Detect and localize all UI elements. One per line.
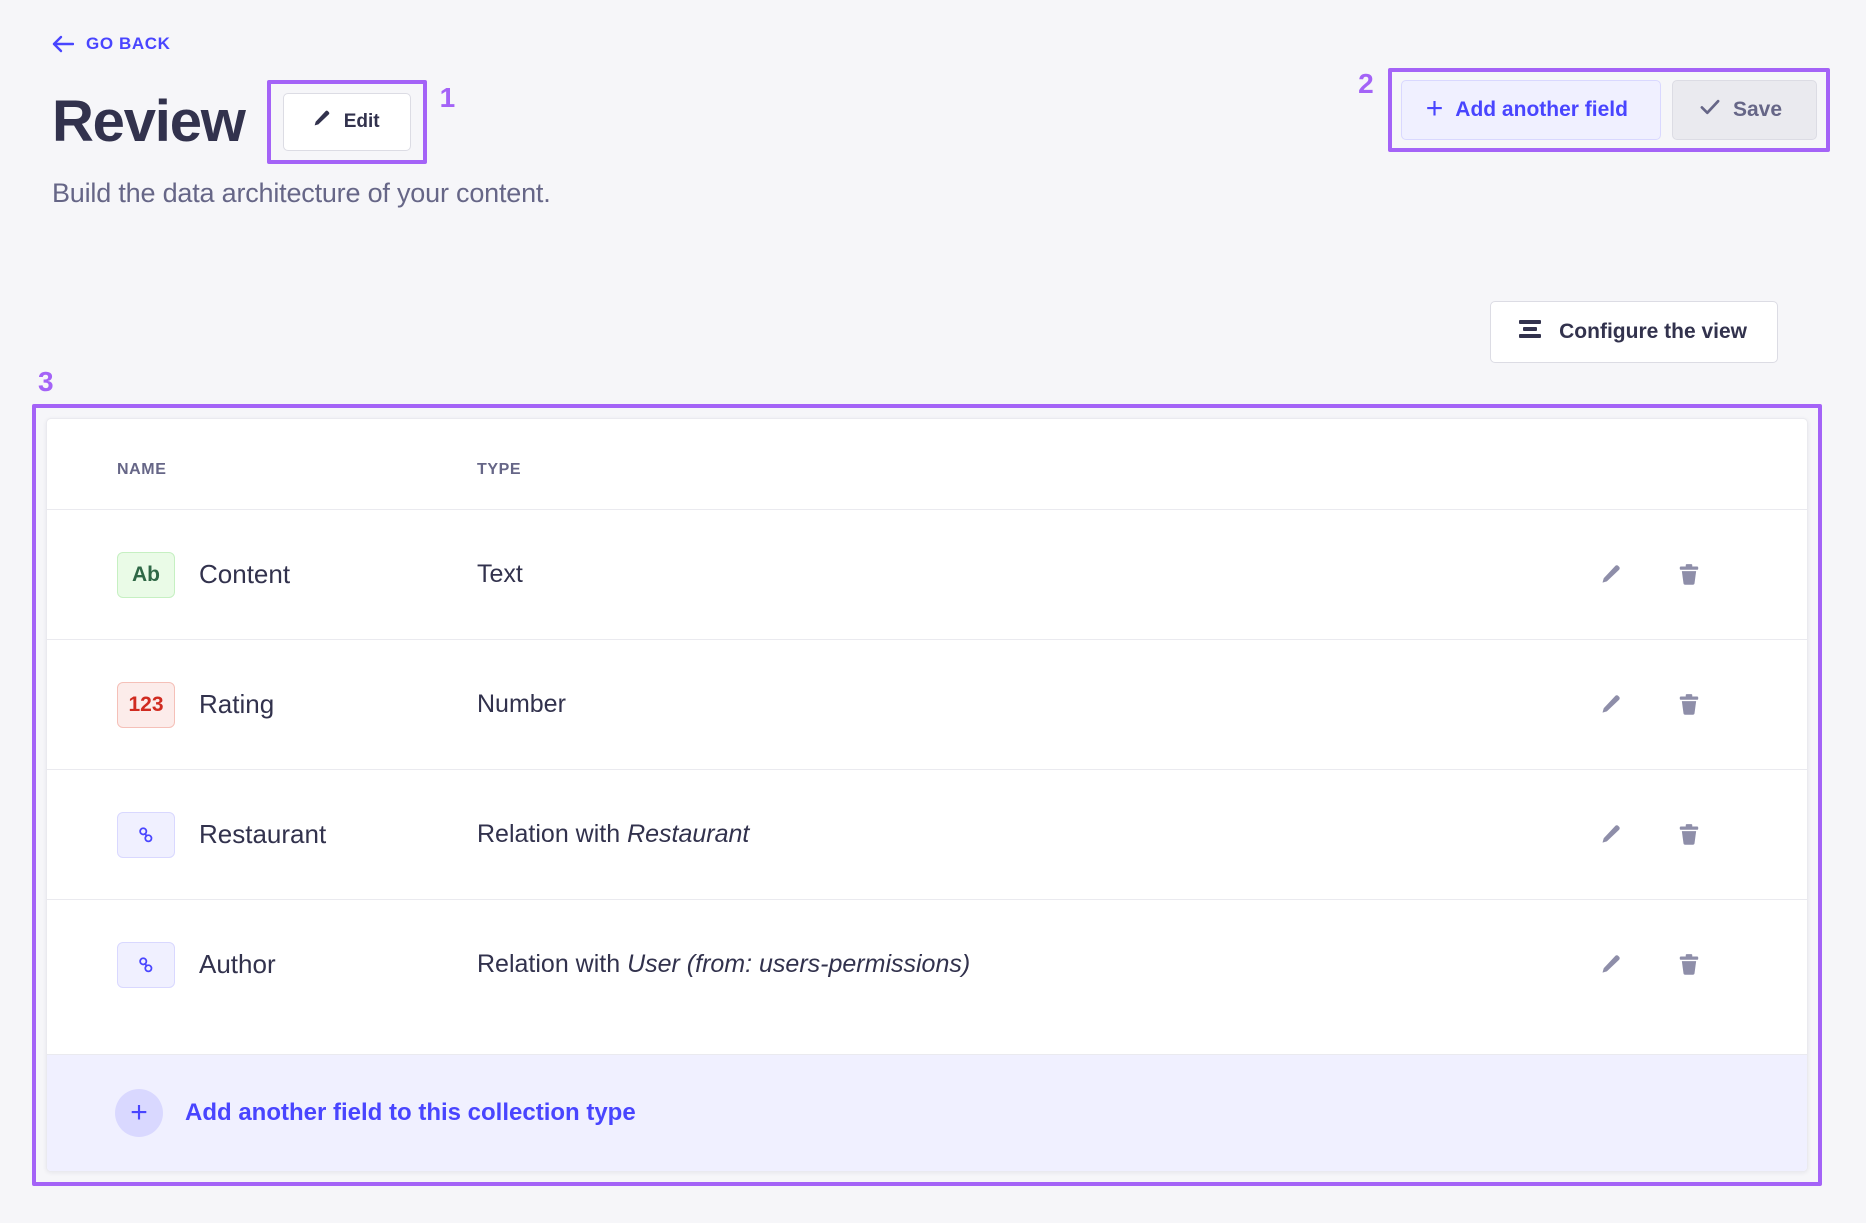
row-type-cell: Text <box>477 510 1142 640</box>
link-badge-icon <box>117 811 175 858</box>
annotation-number-1: 1 <box>439 82 456 113</box>
save-button-label: Save <box>1732 98 1782 121</box>
field-type: Text <box>477 560 523 588</box>
table-row[interactable]: Ab Content Text <box>47 510 1807 640</box>
table-row[interactable]: Author Relation with User (from: users-p… <box>47 900 1807 1030</box>
annotation-number-2: 2 <box>1358 68 1374 99</box>
layout-list-icon <box>1517 318 1543 346</box>
edit-button[interactable]: Edit <box>282 93 411 151</box>
configure-the-view-button[interactable]: Configure the view <box>1490 301 1778 363</box>
fields-table-body: Ab Content Text <box>47 510 1807 1030</box>
plus-circle-icon: + <box>115 1089 163 1137</box>
annotation-box-1: Edit <box>266 80 427 164</box>
column-header-type: TYPE <box>477 461 522 478</box>
field-name: Rating <box>199 689 275 719</box>
delete-field-icon[interactable] <box>1667 683 1711 727</box>
configure-the-view-label: Configure the view <box>1559 320 1747 343</box>
field-type: Relation with <box>477 950 628 979</box>
configure-view-row: Configure the view <box>44 301 1822 363</box>
delete-field-icon[interactable] <box>1667 943 1711 987</box>
delete-field-icon[interactable] <box>1667 553 1711 597</box>
go-back-link[interactable]: GO BACK <box>52 34 170 54</box>
link-badge-icon <box>117 941 175 988</box>
fields-card: NAME TYPE Ab Content Text <box>46 418 1808 1172</box>
edit-field-icon[interactable] <box>1588 553 1632 597</box>
table-row[interactable]: Restaurant Relation with Restaurant <box>47 770 1807 900</box>
fields-table: NAME TYPE Ab Content Text <box>47 419 1807 1030</box>
add-another-field-button[interactable]: + Add another field <box>1400 80 1661 140</box>
header-actions: 2 + Add another field Save <box>1358 68 1830 152</box>
arrow-left-icon <box>52 35 74 53</box>
annotation-number-3: 3 <box>38 366 54 397</box>
check-icon <box>1699 98 1721 122</box>
delete-field-icon[interactable] <box>1667 813 1711 857</box>
field-type-target: Restaurant <box>627 820 750 848</box>
column-header-name: NAME <box>117 461 167 478</box>
field-type: Number <box>477 690 566 718</box>
annotation-box-3: NAME TYPE Ab Content Text <box>32 404 1822 1186</box>
row-actions-cell <box>1142 900 1807 1030</box>
add-another-field-label: Add another field <box>1455 98 1628 121</box>
page-root: GO BACK Review Edit 1 Build the data arc… <box>0 0 1866 363</box>
field-name: Content <box>199 559 291 589</box>
title-row: Review Edit 1 <box>52 80 1822 164</box>
number-badge-icon: 123 <box>117 681 175 728</box>
row-actions-cell <box>1142 640 1807 770</box>
row-type-cell: Relation with Restaurant <box>477 770 1142 900</box>
pencil-icon <box>310 108 332 136</box>
field-name: Author <box>199 949 276 980</box>
page-subtitle: Build the data architecture of your cont… <box>52 178 551 208</box>
row-name-cell: Ab Content <box>47 510 477 640</box>
page-title: Review <box>52 89 246 154</box>
edit-field-icon[interactable] <box>1588 683 1632 727</box>
field-name: Restaurant <box>199 819 327 849</box>
edit-button-label: Edit <box>343 111 380 132</box>
text-badge-icon: Ab <box>117 551 175 598</box>
row-name-cell: Author <box>47 900 477 1030</box>
go-back-label: GO BACK <box>86 34 171 53</box>
field-type-target: User (from: users-permissions) <box>627 950 971 979</box>
row-actions-cell <box>1142 770 1807 900</box>
row-name-cell: Restaurant <box>47 770 477 900</box>
edit-field-icon[interactable] <box>1588 943 1632 987</box>
table-header-row: NAME TYPE <box>47 419 1807 510</box>
column-header-actions <box>1142 419 1807 510</box>
save-button[interactable]: Save <box>1671 80 1817 140</box>
add-field-footer-label: Add another field to this collection typ… <box>185 1099 636 1126</box>
row-actions-cell <box>1142 510 1807 640</box>
field-type: Relation with <box>477 820 628 848</box>
row-name-cell: 123 Rating <box>47 640 477 770</box>
fields-table-head: NAME TYPE <box>47 419 1807 510</box>
table-row[interactable]: 123 Rating Number <box>47 640 1807 770</box>
row-type-cell: Relation with User (from: users-permissi… <box>477 900 1142 1030</box>
edit-field-icon[interactable] <box>1588 813 1632 857</box>
add-field-footer-button[interactable]: + Add another field to this collection t… <box>47 1054 1807 1171</box>
annotation-box-2: + Add another field Save <box>1387 68 1830 152</box>
row-type-cell: Number <box>477 640 1142 770</box>
